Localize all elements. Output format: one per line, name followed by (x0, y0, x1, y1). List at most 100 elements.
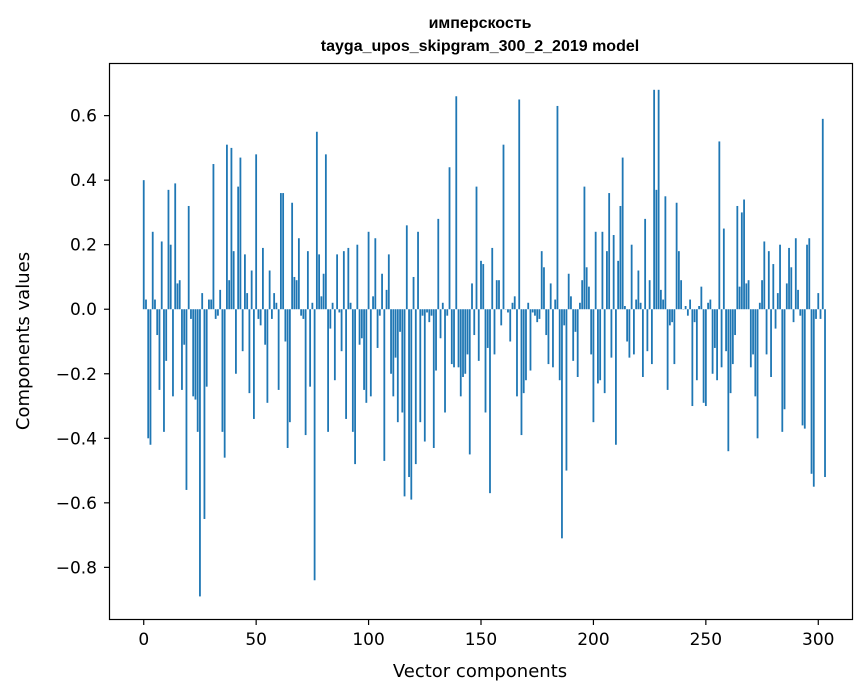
bar (579, 302, 581, 310)
bar (617, 260, 620, 310)
bar (203, 309, 206, 519)
bar (704, 309, 707, 407)
bar (356, 244, 359, 310)
bar (668, 309, 671, 326)
y-tick-label: 0.4 (70, 171, 97, 191)
bar (695, 309, 698, 381)
bar (369, 309, 372, 397)
bar (181, 309, 183, 390)
bar (486, 309, 489, 348)
bar (221, 309, 224, 432)
bar (547, 309, 550, 365)
bar (235, 309, 237, 374)
bar (190, 309, 192, 319)
bar (563, 309, 566, 326)
bar (534, 309, 536, 316)
bar (358, 309, 361, 345)
bar (338, 309, 341, 313)
bar (464, 309, 467, 374)
bar (767, 251, 770, 310)
x-tick-label: 50 (245, 630, 267, 650)
bar (484, 309, 487, 413)
bar (641, 309, 644, 377)
bar (428, 309, 431, 323)
bar (770, 309, 772, 377)
bar (525, 309, 527, 381)
y-axis-ticks: −0.8 −0.6 −0.4 −0.2 0.0 0.2 0.4 0.6 (56, 107, 110, 578)
bar (408, 309, 410, 478)
bar (432, 309, 435, 448)
bar (727, 309, 730, 452)
bar (480, 260, 482, 310)
bar (387, 254, 390, 310)
bar (151, 231, 154, 310)
bar (471, 283, 473, 310)
bar (707, 302, 709, 310)
bar (516, 309, 518, 397)
bar (178, 280, 181, 310)
bar (320, 296, 323, 310)
bar (824, 309, 826, 478)
bar (475, 186, 478, 310)
bar (354, 309, 356, 465)
bar (246, 293, 249, 310)
bar (444, 309, 446, 413)
bar (315, 131, 318, 310)
bar (304, 309, 307, 436)
bar (142, 180, 145, 310)
bar (360, 309, 363, 339)
bar (441, 302, 444, 310)
bar (248, 309, 251, 394)
bar (374, 238, 377, 310)
bar (426, 309, 428, 313)
bar (230, 147, 233, 310)
bar (624, 306, 626, 310)
bar (446, 309, 449, 316)
bar (799, 309, 802, 316)
bar (720, 309, 723, 368)
bar (455, 96, 458, 310)
bar (239, 157, 242, 310)
bar (572, 309, 575, 361)
y-tick-label: 0.2 (70, 236, 97, 256)
bar (306, 251, 309, 310)
bar (565, 309, 568, 471)
bar (646, 309, 649, 352)
bar (792, 309, 795, 323)
x-tick-label: 0 (138, 630, 149, 650)
bar (149, 309, 152, 445)
bar (264, 309, 267, 345)
bar (556, 105, 559, 310)
bar (392, 309, 395, 397)
bar (419, 309, 422, 423)
y-tick-label: −0.8 (56, 558, 97, 578)
chart-title: имперскость (429, 15, 532, 32)
bar (437, 218, 440, 310)
bar (716, 309, 718, 381)
bar (675, 202, 678, 310)
bar (650, 309, 653, 365)
bar (284, 309, 287, 342)
bar (405, 225, 408, 310)
bar (743, 199, 745, 310)
bar (201, 293, 204, 310)
bar (718, 141, 721, 310)
bar (567, 273, 570, 310)
bar (709, 299, 712, 310)
bar (633, 309, 635, 355)
bar (648, 280, 651, 310)
bar (210, 299, 213, 310)
chart-subtitle: tayga_upos_skipgram_300_2_2019 model (321, 38, 639, 55)
bar (259, 309, 262, 326)
bar (700, 286, 703, 310)
bar (520, 309, 523, 436)
bar (300, 309, 303, 316)
bar (401, 309, 404, 413)
bar (610, 309, 613, 358)
bar (740, 212, 743, 310)
bar (257, 309, 260, 319)
bar (430, 309, 433, 316)
bar (489, 309, 491, 494)
bar (628, 309, 631, 358)
